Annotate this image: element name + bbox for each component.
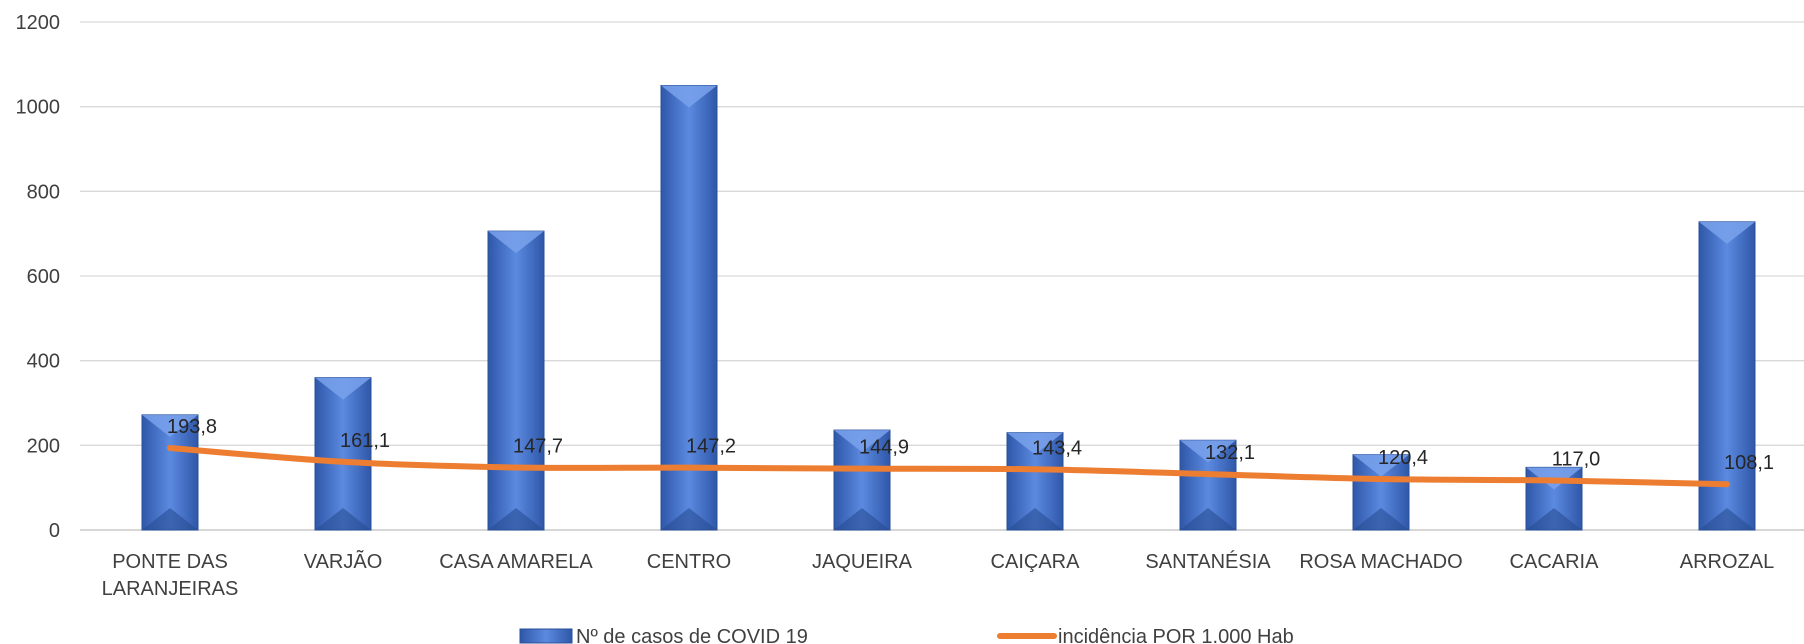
bar bbox=[660, 85, 718, 531]
x-tick-label: CAIÇARA bbox=[991, 551, 1081, 573]
data-label: 161,1 bbox=[340, 430, 390, 452]
bar bbox=[314, 377, 372, 531]
incidence-line bbox=[167, 444, 1730, 488]
bar bbox=[1525, 466, 1583, 531]
x-axis: PONTE DAS LARANJEIRAS VARJÃO CASA AMARELA CE… bbox=[102, 549, 1775, 600]
x-tick-label: CENTRO bbox=[647, 551, 731, 573]
data-label: 117,0 bbox=[1552, 448, 1601, 470]
x-tick-label: JAQUEIRA bbox=[812, 551, 913, 573]
bar bbox=[1006, 432, 1064, 531]
bar-series bbox=[141, 85, 1756, 531]
x-tick-label: CACARIA bbox=[1510, 551, 1600, 573]
bar bbox=[487, 230, 545, 531]
data-label: 147,2 bbox=[686, 436, 736, 458]
y-tick-label: 0 bbox=[49, 520, 60, 542]
legend-item-bars: Nº de casos de COVID 19 bbox=[519, 626, 808, 644]
line-series bbox=[167, 444, 1730, 488]
x-tick-label: PONTE DAS LARANJEIRAS bbox=[102, 551, 239, 600]
data-label: 120,4 bbox=[1378, 447, 1428, 469]
bar bbox=[1698, 221, 1756, 531]
y-tick-label: 1200 bbox=[16, 12, 61, 34]
bar bbox=[1352, 454, 1410, 531]
legend-label: incidência POR 1.000 Hab bbox=[1058, 626, 1294, 644]
bar bbox=[833, 429, 891, 531]
x-tick-label: CASA AMARELA bbox=[439, 551, 593, 573]
data-label: 132,1 bbox=[1205, 442, 1255, 464]
y-tick-label: 1000 bbox=[16, 97, 61, 119]
bar bbox=[1179, 439, 1237, 531]
data-label: 108,1 bbox=[1724, 452, 1774, 474]
y-tick-label: 200 bbox=[27, 435, 60, 457]
bar bbox=[141, 414, 199, 531]
legend-label: Nº de casos de COVID 19 bbox=[576, 626, 808, 644]
y-tick-label: 400 bbox=[27, 351, 60, 373]
data-label: 143,4 bbox=[1032, 437, 1082, 459]
x-tick-label: SANTANÉSIA bbox=[1145, 550, 1271, 573]
y-tick-label: 600 bbox=[27, 266, 60, 288]
legend-swatch-bar bbox=[519, 628, 573, 644]
x-tick-label: ARROZAL bbox=[1680, 551, 1774, 573]
x-tick-label: VARJÃO bbox=[304, 549, 383, 573]
legend: Nº de casos de COVID 19 incidência POR 1.… bbox=[519, 626, 1294, 644]
x-tick-label: ROSA MACHADO bbox=[1299, 551, 1462, 573]
legend-item-line: incidência POR 1.000 Hab bbox=[997, 626, 1294, 644]
data-label: 193,8 bbox=[167, 416, 217, 438]
data-label: 147,7 bbox=[513, 435, 563, 457]
y-axis: 0 200 400 600 800 1000 1200 bbox=[16, 12, 61, 542]
y-tick-label: 800 bbox=[27, 181, 60, 203]
data-labels: 193,8 161,1 147,7 147,2 144,9 143,4 132,1 120,4… bbox=[167, 416, 1774, 474]
data-label: 144,9 bbox=[859, 437, 909, 459]
